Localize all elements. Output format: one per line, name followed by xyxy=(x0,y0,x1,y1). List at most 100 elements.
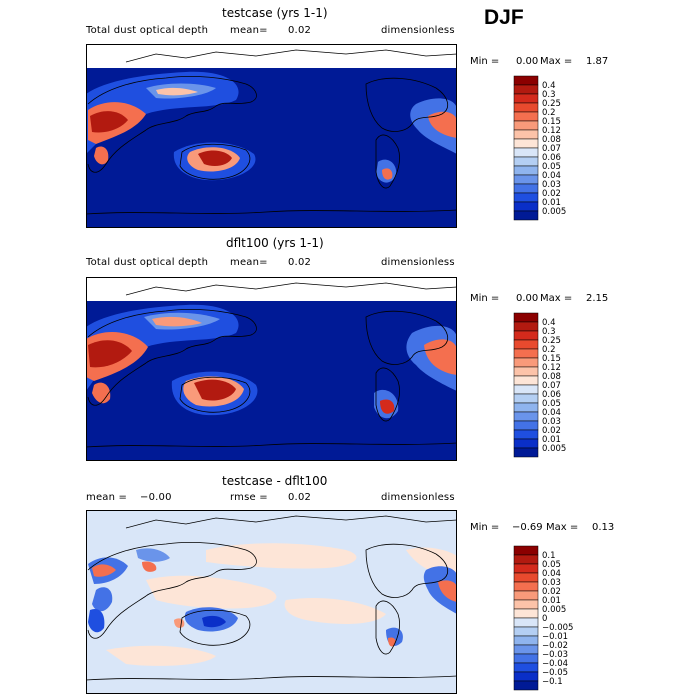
colorbar-box xyxy=(513,174,539,185)
colorbar-label: −0.03 xyxy=(542,650,568,660)
colorbar-label: 0.07 xyxy=(542,381,561,391)
colorbar-label: 0.02 xyxy=(542,426,561,436)
colorbar-box xyxy=(513,438,539,449)
colorbar-label: 0.005 xyxy=(542,207,566,217)
panel2-mean-label: mean= xyxy=(230,257,268,268)
panel2-title: dflt100 (yrs 1-1) xyxy=(226,236,324,250)
colorbar-label: 0.07 xyxy=(542,144,561,154)
colorbar-label: 0.04 xyxy=(542,408,561,418)
colorbar-label: 0.25 xyxy=(542,99,561,109)
colorbar-label: 0.06 xyxy=(542,153,561,163)
colorbar-box xyxy=(513,312,539,323)
panel2-max-label: Max = xyxy=(540,293,573,304)
colorbar-label: 0.01 xyxy=(542,198,561,208)
colorbar-label: 0.05 xyxy=(542,399,561,409)
colorbar-box xyxy=(513,581,539,592)
colorbar-box xyxy=(513,680,539,691)
colorbar-label: 0.03 xyxy=(542,180,561,190)
colorbar-box xyxy=(513,447,539,458)
colorbar-label: 0.04 xyxy=(542,569,561,579)
panel3-title: testcase - dflt100 xyxy=(222,474,328,488)
panel1-colorbar: 0.40.30.250.20.150.120.080.070.060.050.0… xyxy=(513,75,566,221)
colorbar-label: 0.005 xyxy=(542,605,566,615)
colorbar-label: 0.005 xyxy=(542,444,566,454)
panel1-map xyxy=(86,44,457,228)
colorbar-box xyxy=(513,339,539,350)
panel2-max-value: 2.15 xyxy=(586,293,609,304)
panel1-units: dimensionless xyxy=(381,25,455,36)
colorbar-box xyxy=(513,129,539,140)
panel3-rmse-label: rmse = xyxy=(230,492,268,503)
colorbar-label: 0.12 xyxy=(542,126,561,136)
colorbar-label: 0.05 xyxy=(542,560,561,570)
colorbar-label: 0.2 xyxy=(542,108,556,118)
colorbar-label: 0.2 xyxy=(542,345,556,355)
colorbar-box xyxy=(513,75,539,86)
colorbar-box xyxy=(513,599,539,610)
panel2-mean-value: 0.02 xyxy=(288,257,312,268)
panel2-units: dimensionless xyxy=(381,257,455,268)
panel3-colorbar: 0.10.050.040.030.020.010.0050−0.005−0.01… xyxy=(513,545,573,691)
colorbar-label: 0.3 xyxy=(542,327,556,337)
colorbar-box xyxy=(513,138,539,149)
colorbar-box xyxy=(513,93,539,104)
panel3-mean-label: mean = xyxy=(86,492,128,503)
colorbar-box xyxy=(513,84,539,95)
season-label: DJF xyxy=(484,6,524,29)
panel3-min-value: −0.69 xyxy=(512,522,543,533)
colorbar-box xyxy=(513,111,539,122)
colorbar-box xyxy=(513,644,539,655)
panel2-map xyxy=(86,277,457,461)
colorbar-box xyxy=(513,563,539,574)
panel1-max-label: Max = xyxy=(540,56,573,67)
panel3-rmse-value: 0.02 xyxy=(288,492,312,503)
colorbar-label: −0.04 xyxy=(542,659,568,669)
colorbar-box xyxy=(513,653,539,664)
colorbar-box xyxy=(513,545,539,556)
colorbar-box xyxy=(513,402,539,413)
colorbar-label: 0.02 xyxy=(542,189,561,199)
panel2-variable: Total dust optical depth xyxy=(86,257,209,268)
colorbar-box xyxy=(513,321,539,332)
colorbar-box xyxy=(513,626,539,637)
colorbar-box xyxy=(513,183,539,194)
colorbar-label: 0.1 xyxy=(542,551,556,561)
colorbar-label: 0.15 xyxy=(542,117,561,127)
panel1-max-value: 1.87 xyxy=(586,56,609,67)
colorbar-box xyxy=(513,635,539,646)
colorbar-label: −0.05 xyxy=(542,668,568,678)
colorbar-box xyxy=(513,210,539,221)
colorbar-label: 0.3 xyxy=(542,90,556,100)
panel3-min-label: Min = xyxy=(470,522,500,533)
colorbar-label: −0.02 xyxy=(542,641,568,651)
colorbar-label: 0.4 xyxy=(542,81,556,91)
colorbar-box xyxy=(513,671,539,682)
colorbar-box xyxy=(513,165,539,176)
colorbar-box xyxy=(513,662,539,673)
colorbar-label: 0.25 xyxy=(542,336,561,346)
colorbar-box xyxy=(513,429,539,440)
colorbar-box xyxy=(513,357,539,368)
colorbar-label: 0.01 xyxy=(542,435,561,445)
panel1-mean-label: mean= xyxy=(230,25,268,36)
colorbar-label: 0.01 xyxy=(542,596,561,606)
panel3-max-label: Max = xyxy=(546,522,579,533)
colorbar-label: 0.04 xyxy=(542,171,561,181)
colorbar-label: −0.005 xyxy=(542,623,573,633)
colorbar-box xyxy=(513,330,539,341)
colorbar-box xyxy=(513,608,539,619)
colorbar-label: −0.1 xyxy=(542,677,563,687)
colorbar-box xyxy=(513,617,539,628)
panel3-mean-value: −0.00 xyxy=(140,492,172,503)
colorbar-label: 0.05 xyxy=(542,162,561,172)
colorbar-label: 0.03 xyxy=(542,417,561,427)
panel2-min-value: 0.00 xyxy=(516,293,539,304)
colorbar-box xyxy=(513,590,539,601)
colorbar-label: 0.15 xyxy=(542,354,561,364)
panel2-colorbar: 0.40.30.250.20.150.120.080.070.060.050.0… xyxy=(513,312,566,458)
panel3-map xyxy=(86,510,457,694)
colorbar-label: 0 xyxy=(542,614,547,624)
panel3-max-value: 0.13 xyxy=(592,522,615,533)
panel1-min-label: Min = xyxy=(470,56,500,67)
colorbar-label: 0.03 xyxy=(542,578,561,588)
